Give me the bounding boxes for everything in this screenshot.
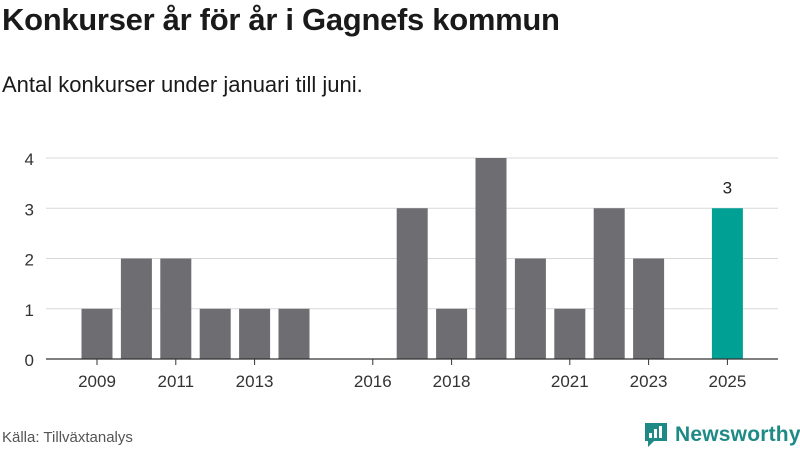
x-tick-label: 2013: [236, 372, 274, 391]
bar: [593, 208, 625, 359]
bar: [278, 308, 310, 359]
bar: [239, 308, 271, 359]
newsworthy-logo: Newsworthy: [643, 420, 800, 450]
source-note: Källa: Tillväxtanalys: [2, 429, 133, 446]
chart-subtitle: Antal konkurser under januari till juni.: [2, 72, 363, 97]
x-tick-label: 2021: [551, 372, 589, 391]
y-tick-label: 1: [25, 301, 34, 320]
brand-name: Newsworthy: [675, 423, 800, 446]
y-tick-label: 0: [25, 351, 34, 370]
y-tick-label: 2: [25, 251, 34, 270]
y-tick-label: 4: [25, 150, 34, 169]
x-tick-label: 2009: [78, 372, 116, 391]
bar: [554, 308, 586, 359]
bar: [396, 208, 428, 359]
x-tick-label: 2018: [433, 372, 471, 391]
bar: [199, 308, 231, 359]
newsworthy-chat-icon: [645, 423, 667, 447]
x-tick-label: 2023: [630, 372, 668, 391]
bar: [160, 258, 192, 359]
x-tick-label: 2011: [158, 372, 195, 391]
bar-chart: 0 1 2 3 4 3 2009 2011 2013 2016 2018 2021 2023 2025: [25, 150, 778, 391]
x-tick-label: 2016: [354, 372, 392, 391]
bar: [475, 158, 507, 359]
bar: [633, 258, 665, 359]
data-label: 3: [723, 178, 732, 197]
x-tick-label: 2025: [708, 372, 746, 391]
bar: [436, 308, 468, 359]
chart-title: Konkurser år för år i Gagnefs kommun: [2, 2, 560, 37]
bar-highlight: [711, 208, 743, 359]
bar: [81, 308, 113, 359]
bar: [514, 258, 546, 359]
y-tick-label: 3: [25, 200, 34, 219]
bar: [120, 258, 152, 359]
